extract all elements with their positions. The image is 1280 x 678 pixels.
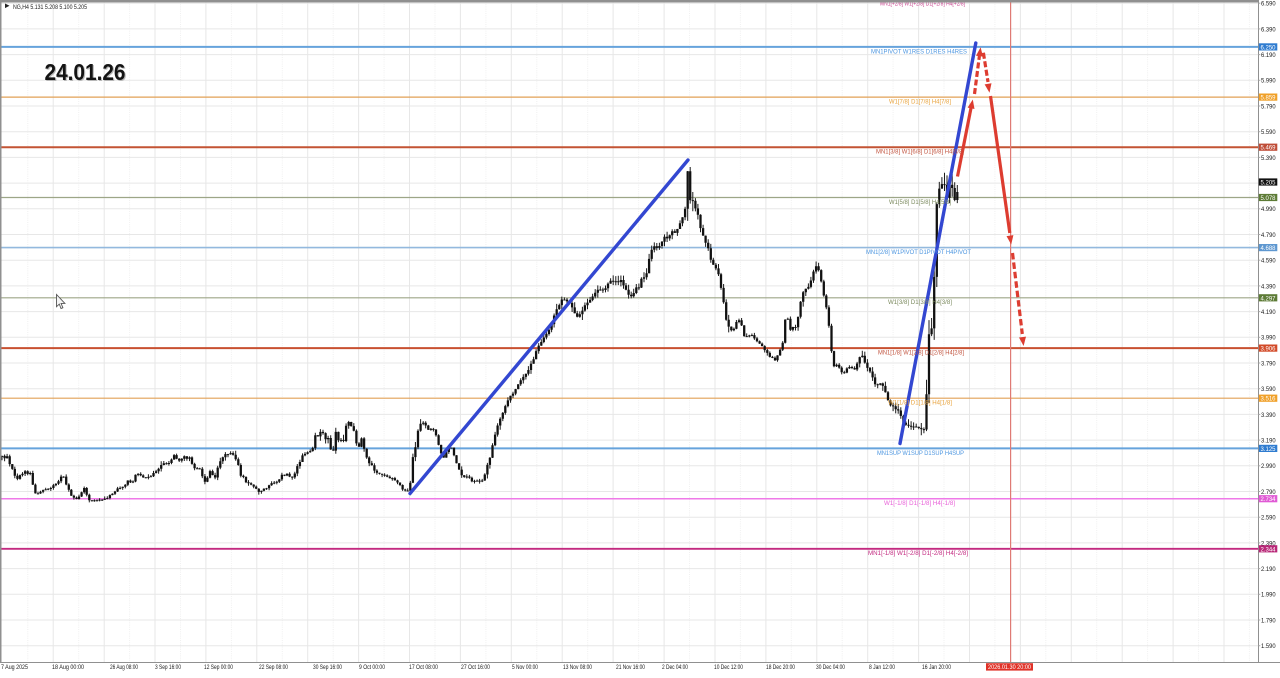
svg-text:MN1PIVOT W1RES D1RES H4RES: MN1PIVOT W1RES D1RES H4RES	[871, 48, 968, 55]
svg-text:1.790: 1.790	[1261, 617, 1276, 624]
svg-text:W1[7/8] D1[7/8] H4[7/8]: W1[7/8] D1[7/8] H4[7/8]	[889, 99, 951, 106]
svg-text:5.078: 5.078	[1261, 195, 1277, 202]
svg-text:5 Nov 00:00: 5 Nov 00:00	[512, 664, 538, 671]
svg-text:3.990: 3.990	[1261, 335, 1276, 342]
svg-text:5.990: 5.990	[1261, 78, 1276, 85]
svg-text:3.906: 3.906	[1261, 346, 1277, 353]
svg-text:5.790: 5.790	[1261, 103, 1276, 110]
svg-text:1.990: 1.990	[1261, 592, 1276, 599]
svg-text:3.125: 3.125	[1261, 446, 1277, 453]
svg-text:21 Nov 16:00: 21 Nov 16:00	[616, 664, 645, 671]
svg-text:3.190: 3.190	[1261, 438, 1276, 445]
svg-text:3.590: 3.590	[1261, 386, 1276, 393]
svg-text:24.01.26: 24.01.26	[46, 60, 127, 86]
svg-text:5.590: 5.590	[1261, 129, 1276, 136]
svg-text:4.688: 4.688	[1261, 245, 1277, 252]
svg-text:30 Dec 04:00: 30 Dec 04:00	[816, 664, 845, 671]
svg-text:6.590: 6.590	[1261, 1, 1276, 8]
svg-text:MN1SUP W1SUP D1SUP H4SUP: MN1SUP W1SUP D1SUP H4SUP	[877, 450, 964, 457]
svg-text:2.390: 2.390	[1261, 540, 1276, 547]
svg-text:3.790: 3.790	[1261, 360, 1276, 367]
svg-text:9 Oct 00:00: 9 Oct 00:00	[359, 664, 385, 671]
svg-text:4.190: 4.190	[1261, 309, 1276, 316]
svg-text:W1[5/8] D1[5/8] H4[5/8]: W1[5/8] D1[5/8] H4[5/8]	[889, 199, 951, 206]
svg-text:2026.01.30 20:00: 2026.01.30 20:00	[988, 664, 1032, 671]
svg-text:W1[1/8] D1[1/8] H4[1/8]: W1[1/8] D1[1/8] H4[1/8]	[888, 400, 952, 407]
svg-text:4.390: 4.390	[1261, 283, 1276, 290]
svg-text:18 Dec 20:00: 18 Dec 20:00	[766, 664, 795, 671]
svg-text:3 Sep 16:00: 3 Sep 16:00	[155, 664, 181, 671]
svg-text:2.734: 2.734	[1261, 496, 1277, 503]
svg-text:2.344: 2.344	[1261, 546, 1277, 553]
svg-text:6.390: 6.390	[1261, 26, 1276, 33]
svg-text:2.790: 2.790	[1261, 489, 1276, 496]
svg-text:2.590: 2.590	[1261, 515, 1276, 522]
svg-text:2 Dec 04:00: 2 Dec 04:00	[662, 664, 688, 671]
svg-text:4.590: 4.590	[1261, 258, 1276, 265]
svg-text:MN1[-1/8] W1[-2/8] D1[-2/8] H4: MN1[-1/8] W1[-2/8] D1[-2/8] H4[-2/8]	[868, 550, 968, 557]
svg-text:5.469: 5.469	[1261, 145, 1277, 152]
svg-text:13 Nov 08:00: 13 Nov 08:00	[563, 664, 592, 671]
svg-text:5.390: 5.390	[1261, 155, 1276, 162]
svg-text:24.01.26: 24.01.26	[45, 59, 126, 85]
svg-text:18 Aug 00:00: 18 Aug 00:00	[52, 664, 84, 671]
svg-text:MN1[2/8] W1PIVOT D1PIVOT H4PIV: MN1[2/8] W1PIVOT D1PIVOT H4PIVOT	[866, 249, 971, 256]
svg-text:6.250: 6.250	[1261, 44, 1277, 51]
svg-text:7 Aug 2025: 7 Aug 2025	[1, 664, 28, 671]
svg-text:5.859: 5.859	[1261, 95, 1277, 102]
svg-text:NG,H4 5.131 5.208 5.100 5.205: NG,H4 5.131 5.208 5.100 5.205	[13, 4, 87, 11]
svg-text:MN1[3/8] W1[6/8] D1[6/8] H4[6/: MN1[3/8] W1[6/8] D1[6/8] H4[6/8]	[876, 149, 964, 156]
svg-text:17 Oct 08:00: 17 Oct 08:00	[409, 664, 438, 671]
svg-text:8 Jan 12:00: 8 Jan 12:00	[869, 664, 895, 671]
svg-text:4.790: 4.790	[1261, 232, 1276, 239]
svg-text:22 Sep 08:00: 22 Sep 08:00	[259, 664, 288, 671]
svg-text:6.190: 6.190	[1261, 52, 1276, 59]
svg-text:3.516: 3.516	[1261, 396, 1277, 403]
svg-text:27 Oct 16:00: 27 Oct 16:00	[461, 664, 490, 671]
svg-text:3.390: 3.390	[1261, 412, 1276, 419]
svg-text:30 Sep 16:00: 30 Sep 16:00	[313, 664, 342, 671]
svg-text:2.190: 2.190	[1261, 566, 1276, 573]
svg-text:1.590: 1.590	[1261, 643, 1276, 650]
svg-text:26 Aug 08:00: 26 Aug 08:00	[110, 664, 138, 671]
svg-text:5.205: 5.205	[1261, 180, 1277, 187]
svg-text:W1[3/8] D1[3/8] H4[3/8]: W1[3/8] D1[3/8] H4[3/8]	[888, 299, 952, 306]
svg-text:MN1[1/8] W1[2/8] D1[2/8] H4[2/: MN1[1/8] W1[2/8] D1[2/8] H4[2/8]	[878, 350, 964, 357]
svg-text:W1[-1/8] D1[-1/8] H4[-1/8]: W1[-1/8] D1[-1/8] H4[-1/8]	[884, 500, 955, 507]
svg-text:16 Jan 20:00: 16 Jan 20:00	[922, 664, 951, 671]
svg-text:4.297: 4.297	[1261, 295, 1277, 302]
svg-text:12 Sep 00:00: 12 Sep 00:00	[204, 664, 233, 671]
svg-text:4.990: 4.990	[1261, 206, 1276, 213]
svg-text:2.990: 2.990	[1261, 463, 1276, 470]
svg-text:10 Dec 12:00: 10 Dec 12:00	[714, 664, 743, 671]
svg-text:MN1[+2/8] W1[+2/8] D1[+2/8] H4: MN1[+2/8] W1[+2/8] D1[+2/8] H4[+2/8]	[880, 1, 965, 8]
